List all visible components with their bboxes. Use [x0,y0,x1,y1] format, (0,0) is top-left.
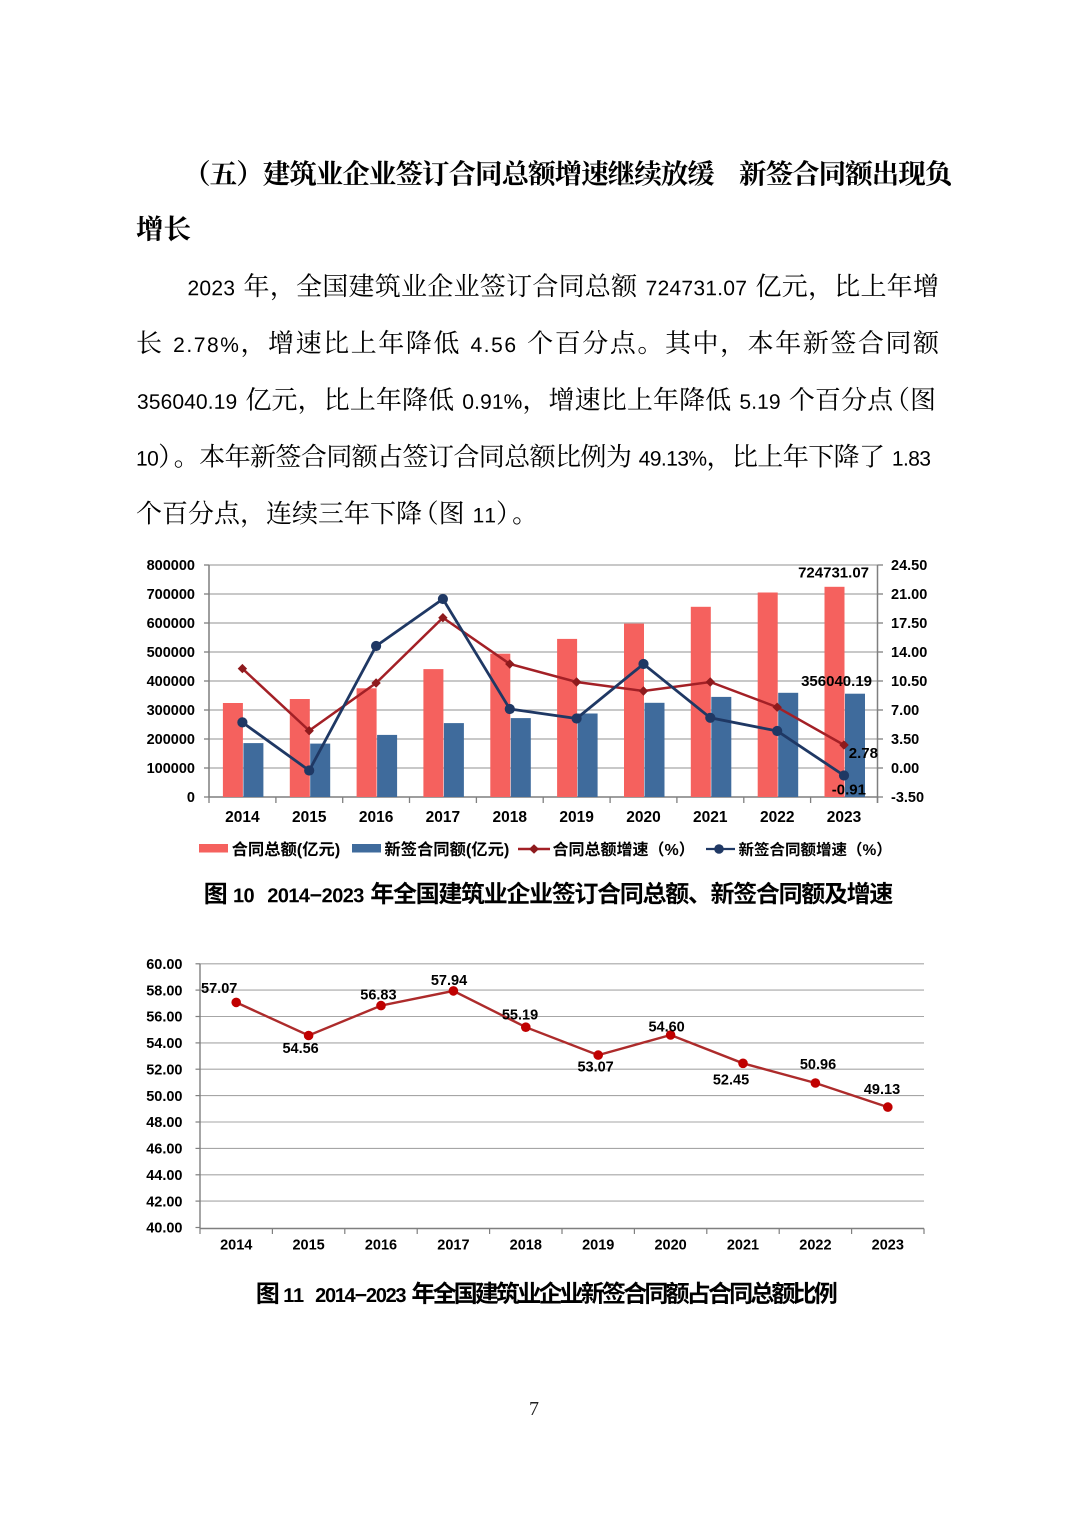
svg-text:2021: 2021 [727,1238,759,1254]
svg-text:2015: 2015 [292,1238,324,1254]
svg-text:2020: 2020 [626,809,660,826]
svg-text:2023: 2023 [827,809,862,826]
svg-text:2017: 2017 [437,1238,469,1254]
svg-text:2019: 2019 [582,1238,614,1254]
svg-text:10.50: 10.50 [891,674,927,690]
svg-text:21.00: 21.00 [891,587,927,603]
svg-text:52.45: 52.45 [713,1072,749,1088]
svg-text:48.00: 48.00 [146,1115,182,1131]
svg-text:54.00: 54.00 [146,1036,182,1052]
svg-text:400000: 400000 [147,674,195,690]
svg-text:200000: 200000 [147,732,195,748]
svg-text:800000: 800000 [147,558,195,574]
svg-text:700000: 700000 [147,587,195,603]
svg-text:2014: 2014 [225,809,260,826]
svg-text:300000: 300000 [147,703,195,719]
svg-text:50.96: 50.96 [800,1057,836,1073]
svg-text:2022: 2022 [799,1238,831,1254]
svg-text:58.00: 58.00 [146,983,182,999]
svg-text:100000: 100000 [147,761,195,777]
svg-text:3.50: 3.50 [891,732,919,748]
svg-text:2018: 2018 [510,1238,542,1254]
svg-text:2021: 2021 [693,809,728,826]
svg-text:-3.50: -3.50 [891,790,924,806]
svg-text:500000: 500000 [147,645,195,661]
svg-text:60.00: 60.00 [146,957,182,973]
svg-text:7.00: 7.00 [891,703,919,719]
svg-text:14.00: 14.00 [891,645,927,661]
svg-text:2014: 2014 [220,1238,252,1254]
svg-text:42.00: 42.00 [146,1194,182,1210]
svg-text:54.60: 54.60 [648,1019,684,1035]
svg-text:56.83: 56.83 [360,987,396,1003]
svg-text:356040.19: 356040.19 [801,673,872,690]
svg-text:600000: 600000 [147,616,195,632]
svg-text:17.50: 17.50 [891,616,927,632]
svg-text:2017: 2017 [426,809,460,826]
svg-text:2022: 2022 [760,809,794,826]
svg-text:52.00: 52.00 [146,1063,182,1079]
svg-text:2.78: 2.78 [849,745,878,762]
svg-text:2018: 2018 [493,809,528,826]
svg-text:2023: 2023 [872,1238,904,1254]
svg-text:57.07: 57.07 [201,981,237,997]
svg-text:2015: 2015 [292,809,327,826]
svg-text:7: 7 [529,1398,539,1420]
svg-text:-0.91: -0.91 [832,782,866,799]
svg-text:53.07: 53.07 [577,1060,613,1076]
svg-text:50.00: 50.00 [146,1089,182,1105]
svg-text:57.94: 57.94 [431,973,467,989]
svg-text:49.13: 49.13 [864,1082,900,1098]
svg-text:2016: 2016 [365,1238,397,1254]
svg-text:54.56: 54.56 [282,1041,318,1057]
svg-text:2020: 2020 [654,1238,686,1254]
svg-text:55.19: 55.19 [502,1007,538,1023]
svg-text:2016: 2016 [359,809,394,826]
svg-text:0.00: 0.00 [891,761,919,777]
svg-text:40.00: 40.00 [146,1221,182,1237]
svg-text:2019: 2019 [559,809,594,826]
svg-text:0: 0 [187,790,195,806]
svg-text:56.00: 56.00 [146,1010,182,1026]
svg-text:44.00: 44.00 [146,1168,182,1184]
svg-text:46.00: 46.00 [146,1142,182,1158]
svg-text:724731.07: 724731.07 [798,565,869,582]
svg-text:24.50: 24.50 [891,558,927,574]
